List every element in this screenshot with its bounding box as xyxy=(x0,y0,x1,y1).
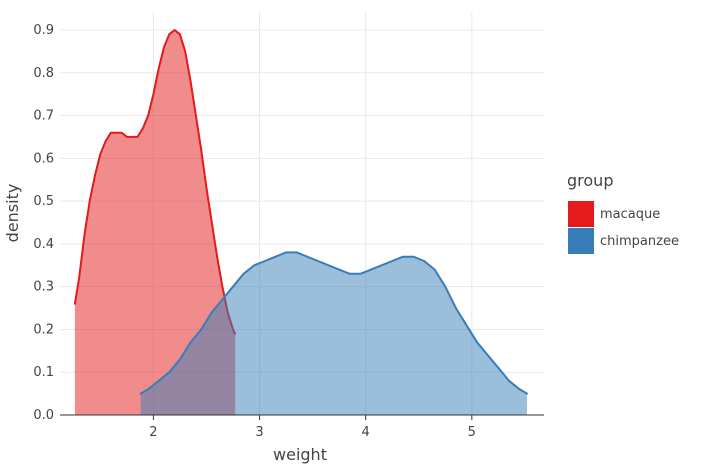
y-axis-title: density xyxy=(3,184,22,243)
legend-title: group xyxy=(567,171,613,190)
x-axis-title: weight xyxy=(273,445,327,464)
density-line-chimpanzee xyxy=(139,251,528,395)
y-tick-label: 0.2 xyxy=(33,322,54,337)
x-tick-label: 3 xyxy=(255,425,263,440)
density-area-macaque xyxy=(74,30,236,415)
y-tick-label: 0.1 xyxy=(33,365,54,380)
y-tick-label: 0.6 xyxy=(33,151,54,166)
y-tick-label: 0.8 xyxy=(33,66,54,81)
area-layer xyxy=(73,29,528,415)
y-tick-label: 0.3 xyxy=(33,280,54,295)
density-line-macaque xyxy=(73,29,237,335)
legend-label-chimpanzee: chimpanzee xyxy=(600,234,679,249)
legend-label-macaque: macaque xyxy=(600,207,660,222)
axis-layer: 2 3 4 5 0.0 0.1 0.2 0.3 0.4 0.5 0.6 0.7 0.8 0.9 xyxy=(33,23,544,440)
y-tick-label: 0.9 xyxy=(33,23,54,38)
y-tick-label: 0.7 xyxy=(33,109,54,124)
y-tick-label: 0.4 xyxy=(33,237,54,252)
x-tick-label: 5 xyxy=(468,425,476,440)
y-tick-label: 0.0 xyxy=(33,408,54,423)
legend-key-chimpanzee xyxy=(568,228,594,254)
x-tick-label: 4 xyxy=(362,425,370,440)
y-tick-label: 0.5 xyxy=(33,194,54,209)
density-area-chimpanzee xyxy=(140,252,527,415)
legend: group macaque chimpanzee xyxy=(567,171,679,254)
x-tick-label: 2 xyxy=(149,425,157,440)
legend-key-macaque xyxy=(568,201,594,227)
